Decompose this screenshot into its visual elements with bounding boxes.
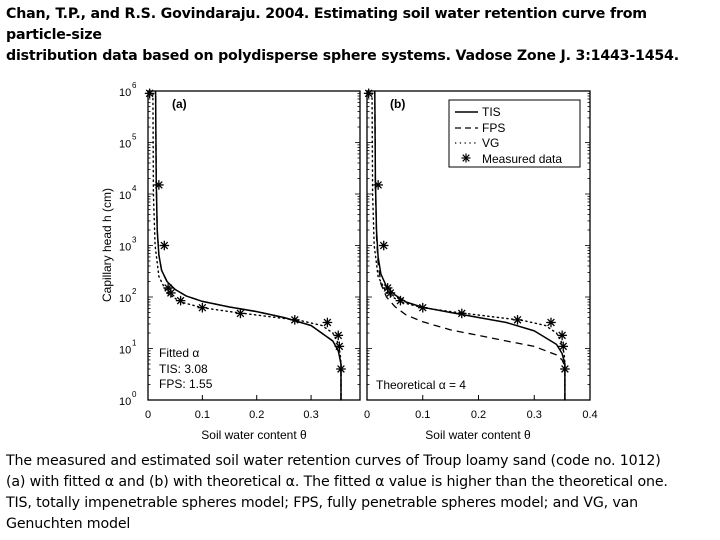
x-tick-label: 0.1 [195, 409, 210, 421]
y-axis-title: Capillary head h (cm) [100, 188, 114, 302]
y-tick-label: 10 [119, 293, 131, 305]
citation-line-2: distribution data based on polydisperse … [6, 48, 679, 64]
legend: TIS FPS VG Measured data [448, 99, 581, 168]
x-tick-label: 0.3 [527, 409, 542, 421]
y-tick-exponent: 0 [132, 390, 137, 399]
annotation-tis-value: TIS: 3.08 [159, 362, 208, 376]
measured-data-point [166, 288, 176, 298]
measured-data-point [417, 302, 428, 313]
citation-header: Chan, T.P., and R.S. Govindaraju. 2004. … [6, 4, 716, 67]
x-tick-label: 0 [364, 409, 370, 421]
measured-data-point [558, 341, 569, 352]
x-tick-label: 0 [145, 409, 151, 421]
annotation-fitted-alpha: Fitted α [159, 346, 199, 360]
y-tick-exponent: 6 [132, 81, 137, 90]
panel-a-label: (a) [172, 97, 187, 111]
legend-label-fps: FPS [482, 121, 505, 135]
measured-data-point [175, 295, 186, 306]
legend-label-measured: Measured data [482, 152, 562, 166]
measured-data-point [512, 315, 523, 325]
measured-data-point [334, 341, 345, 352]
y-tick-label: 10 [119, 242, 131, 254]
x-tick-label: 0.2 [471, 409, 486, 421]
series-fps-line [374, 90, 566, 400]
y-tick-exponent: 1 [132, 339, 137, 348]
measured-data-point [363, 88, 374, 99]
measured-data-point [557, 330, 567, 341]
measured-data-point [322, 317, 333, 328]
caption-line-2: (a) with fitted α and (b) with theoretic… [6, 474, 668, 490]
measured-data-point [560, 364, 570, 374]
measured-data-point [378, 240, 389, 251]
annotation-theoretical-alpha: Theoretical α = 4 [376, 378, 466, 392]
measured-data-point [159, 240, 170, 251]
measured-data-point [197, 302, 208, 313]
measured-data-point [395, 295, 406, 306]
y-tick-label: 10 [119, 345, 131, 357]
legend-box [448, 99, 581, 168]
x-axis-title-b: Soil water content θ [425, 428, 531, 442]
measured-data-point [144, 88, 155, 99]
measured-data-point [385, 288, 396, 298]
measured-data-point [154, 180, 164, 190]
caption-line-4: Genuchten model [6, 516, 131, 532]
x-axis-title-a: Soil water content θ [201, 428, 307, 442]
figure-caption: The measured and estimated soil water re… [6, 451, 716, 535]
caption-line-3: TIS, totally impenetrable spheres model;… [6, 495, 639, 511]
measured-data-point [456, 308, 467, 319]
series-fps-line [154, 90, 342, 400]
y-tick-label: 10 [119, 396, 131, 408]
y-tick-exponent: 4 [132, 184, 137, 193]
panel-b-label: (b) [390, 97, 405, 111]
caption-line-1: The measured and estimated soil water re… [6, 453, 661, 469]
measured-data-point [546, 317, 556, 328]
citation-line-1: Chan, T.P., and R.S. Govindaraju. 2004. … [6, 6, 647, 43]
measured-data-point [289, 315, 300, 325]
x-tick-label: 0.3 [303, 409, 318, 421]
annotation-fps-value: FPS: 1.55 [159, 377, 213, 391]
y-tick-label: 10 [119, 87, 131, 99]
y-tick-label: 10 [119, 190, 131, 202]
y-tick-exponent: 5 [132, 133, 137, 142]
legend-label-tis: TIS [482, 105, 501, 119]
legend-label-vg: VG [482, 136, 499, 150]
measured-data-point [336, 364, 346, 374]
x-tick-label: 0.4 [582, 409, 597, 421]
y-tick-exponent: 3 [132, 236, 137, 245]
measured-data-point [235, 308, 246, 319]
legend-marker-measured [461, 153, 471, 163]
y-tick-exponent: 2 [132, 287, 137, 296]
y-tick-label: 10 [119, 139, 131, 151]
measured-data-point [382, 283, 393, 293]
x-tick-label: 0.2 [249, 409, 264, 421]
x-tick-label: 0.1 [415, 409, 430, 421]
measured-data-point [373, 180, 383, 190]
measured-data-point [333, 330, 344, 341]
data-series [144, 88, 570, 401]
